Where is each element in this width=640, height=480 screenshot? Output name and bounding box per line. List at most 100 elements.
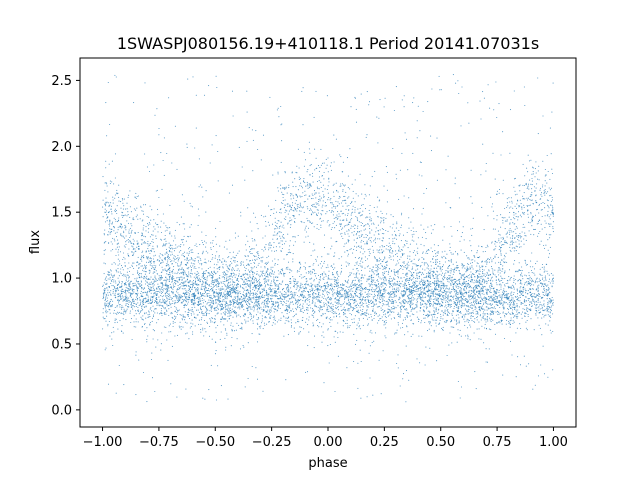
data-point [517,219,519,221]
data-point [361,265,363,267]
data-point [348,235,350,237]
data-point [112,285,114,287]
data-point [401,280,403,282]
data-point [315,298,317,300]
data-point [302,319,304,322]
data-point [430,277,432,280]
data-point [397,273,399,275]
data-point [274,302,276,304]
data-point [422,287,424,290]
data-point [266,257,268,259]
data-point [217,296,219,298]
data-point [227,307,229,309]
data-point [482,300,484,302]
data-point [457,283,459,285]
data-point [526,205,528,207]
data-point [539,268,541,270]
data-point [435,297,437,299]
data-point [365,224,367,226]
data-point [389,286,391,288]
data-point [210,283,212,285]
data-point [423,245,425,247]
data-point [309,288,311,291]
data-point [436,254,438,257]
data-point [307,309,309,311]
data-point [471,304,473,307]
data-point [287,284,290,286]
data-point [537,285,539,287]
data-point [105,293,107,295]
data-point [310,278,312,280]
data-point [288,304,290,306]
data-point [312,212,314,214]
data-point [476,299,478,301]
data-point [358,221,360,223]
data-point [333,310,335,313]
data-point [239,328,241,330]
data-point [441,304,443,306]
data-point [364,274,366,276]
data-point [490,277,492,279]
data-point [282,196,284,199]
data-point [184,293,187,295]
data-point [552,282,554,284]
data-point [248,292,250,294]
data-point [232,267,234,269]
data-point [139,304,141,306]
data-point [406,275,408,277]
data-point [396,221,398,223]
data-point [493,249,495,251]
data-point [466,301,468,303]
data-point [125,229,127,231]
data-point [180,326,182,328]
data-point [387,230,389,232]
data-point [220,282,223,284]
data-point [398,249,400,251]
data-point [261,261,263,263]
data-point [401,296,403,298]
data-point [502,236,504,238]
data-point [488,298,490,300]
data-point [508,216,510,218]
data-point [286,192,288,194]
data-point [502,290,504,292]
data-point [490,287,492,290]
data-point [422,207,424,209]
data-point [354,308,356,310]
data-point [549,218,551,220]
data-point [222,296,224,298]
data-point [281,226,283,228]
data-point [427,271,429,273]
data-point [241,278,243,280]
data-point [476,284,478,286]
data-point [353,279,355,281]
data-point [305,185,307,187]
data-point [502,302,504,304]
data-point [423,279,425,281]
data-point [457,309,459,311]
data-point [500,226,502,228]
data-point [446,253,448,255]
data-point [177,281,179,283]
data-point [334,312,336,314]
data-point [379,289,381,291]
data-point [109,301,111,303]
data-point [284,293,286,295]
data-point [455,278,457,280]
data-point [224,298,226,300]
data-point [126,208,128,210]
data-point [547,210,549,212]
data-point [377,306,380,308]
data-point [438,323,441,325]
data-point [125,289,127,291]
data-point [531,218,533,220]
data-point [312,181,314,183]
data-point [368,251,370,253]
data-point [513,278,515,280]
data-point [486,244,488,246]
data-point [250,248,253,250]
data-point [165,248,168,250]
data-point [106,201,108,203]
data-point [203,286,205,288]
data-point [396,252,398,254]
